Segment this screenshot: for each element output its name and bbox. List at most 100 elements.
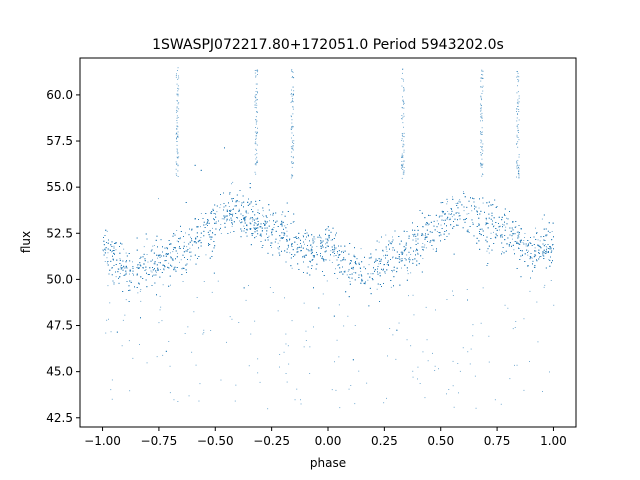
data-point [421, 271, 423, 273]
data-point [431, 231, 433, 233]
data-point [112, 280, 114, 282]
data-point [545, 235, 547, 237]
data-point [486, 202, 488, 204]
data-point [537, 244, 538, 246]
data-point [507, 218, 509, 220]
data-point [191, 240, 193, 242]
data-point [106, 262, 108, 264]
data-point [512, 244, 514, 246]
data-point [538, 244, 540, 246]
data-point [532, 263, 533, 265]
data-point [115, 249, 117, 251]
data-point [485, 219, 487, 221]
data-point [177, 252, 178, 254]
data-point [538, 245, 540, 247]
data-point [468, 232, 470, 233]
data-point [157, 267, 159, 269]
data-point [144, 260, 146, 262]
data-point [210, 238, 212, 240]
data-point [155, 239, 157, 241]
data-point [169, 243, 171, 245]
data-point [244, 217, 246, 219]
data-point [195, 237, 197, 239]
data-point [534, 265, 536, 267]
data-point [286, 240, 288, 242]
data-point [307, 245, 308, 246]
data-point [251, 209, 252, 210]
data-point [343, 271, 345, 273]
data-point [226, 220, 227, 222]
data-point [300, 247, 302, 248]
data-point [417, 252, 419, 254]
data-point [173, 267, 175, 269]
data-point [297, 247, 299, 249]
data-point [474, 208, 475, 210]
data-point [447, 201, 448, 203]
data-point [132, 261, 133, 263]
data-point [488, 252, 490, 254]
data-point [508, 245, 510, 247]
data-point [243, 230, 245, 232]
data-point [425, 247, 427, 249]
data-point [220, 224, 222, 225]
data-point [384, 271, 386, 273]
data-point [538, 249, 540, 251]
data-point [358, 277, 360, 278]
data-point [444, 213, 446, 215]
data-point [189, 228, 190, 230]
data-point [285, 261, 287, 263]
data-point [298, 246, 300, 248]
data-point [331, 262, 333, 263]
data-point [109, 269, 111, 271]
data-point [223, 192, 224, 194]
data-point [358, 262, 360, 264]
data-point [332, 239, 333, 241]
data-point [409, 257, 410, 259]
data-point [306, 236, 307, 238]
data-point [232, 181, 234, 183]
data-point [282, 237, 284, 238]
data-point [244, 228, 245, 229]
data-point [160, 239, 162, 241]
data-point [480, 234, 482, 236]
data-point [245, 216, 247, 218]
data-point [501, 219, 503, 221]
data-point [174, 247, 176, 249]
data-point [400, 251, 402, 253]
data-point [158, 262, 160, 263]
data-point [495, 233, 497, 235]
data-point [224, 216, 226, 218]
data-point [281, 224, 283, 226]
data-point [254, 237, 256, 239]
data-point [327, 245, 329, 247]
data-point [387, 260, 389, 262]
data-point [494, 236, 496, 238]
data-point [461, 204, 463, 206]
data-point [209, 257, 211, 259]
data-point [349, 277, 351, 279]
data-point [283, 234, 285, 236]
data-point [136, 249, 138, 251]
data-point [441, 215, 443, 217]
data-point [344, 250, 346, 252]
data-point [297, 263, 299, 265]
data-point [370, 253, 372, 255]
data-point [303, 261, 304, 263]
data-point [535, 227, 536, 229]
data-point [186, 250, 188, 252]
data-point [186, 263, 188, 265]
data-point [229, 193, 231, 195]
data-point [212, 232, 214, 234]
data-point [504, 208, 506, 210]
data-point [161, 255, 162, 257]
data-point [212, 227, 213, 229]
data-point [121, 243, 123, 245]
data-point [305, 238, 306, 240]
data-point [373, 267, 374, 269]
data-point [543, 236, 545, 237]
data-point [257, 227, 259, 229]
data-point [478, 225, 479, 226]
data-point [548, 251, 549, 252]
data-point [441, 210, 443, 212]
data-point [260, 235, 262, 237]
